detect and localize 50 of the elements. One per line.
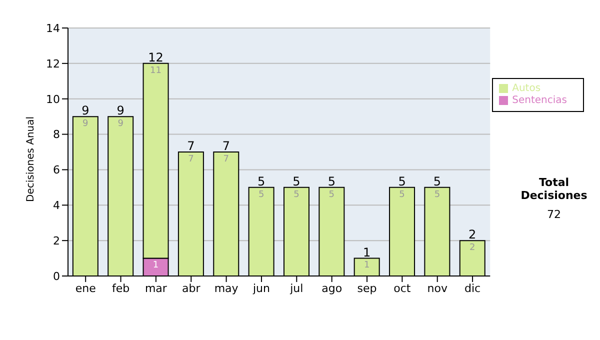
y-tick-label: 4 bbox=[53, 199, 60, 212]
total-label: 7 bbox=[222, 139, 230, 153]
total-label: 5 bbox=[433, 174, 442, 188]
data-label: 1 bbox=[364, 260, 370, 271]
x-tick-label: nov bbox=[427, 282, 448, 295]
x-tick-label: may bbox=[214, 282, 239, 295]
data-label: 7 bbox=[223, 154, 229, 164]
data-label: 7 bbox=[188, 154, 194, 164]
data-label: 9 bbox=[82, 118, 89, 129]
text: 72 bbox=[546, 208, 562, 221]
data-label: 5 bbox=[328, 190, 335, 200]
y-tick-label: 2 bbox=[53, 234, 60, 248]
data-label: 5 bbox=[258, 190, 264, 200]
y-tick-label: 0 bbox=[53, 270, 60, 283]
y-tick-label: 6 bbox=[53, 164, 60, 177]
data-label: 11 bbox=[150, 66, 162, 76]
total-label: 1 bbox=[363, 245, 371, 260]
total-label: 5 bbox=[398, 174, 406, 188]
x-tick-label: ago bbox=[322, 282, 342, 295]
y-tick-label: 10 bbox=[46, 92, 60, 106]
total-label: 2 bbox=[468, 228, 476, 242]
x-tick-label: abr bbox=[182, 282, 201, 295]
y-tick-label: 12 bbox=[46, 57, 60, 70]
data-label: 5 bbox=[294, 190, 300, 200]
data-label: 5 bbox=[434, 190, 440, 200]
x-tick-label: dic bbox=[464, 282, 481, 295]
total-label: 5 bbox=[257, 174, 266, 188]
x-tick-label: ene bbox=[75, 282, 96, 295]
total-label: 9 bbox=[116, 104, 124, 118]
data-label: 5 bbox=[399, 190, 405, 200]
y-axis-title: Decisiones Anual bbox=[26, 116, 37, 202]
total-label: 9 bbox=[82, 104, 90, 118]
data-label: 1 bbox=[152, 260, 159, 271]
x-tick-label: sep bbox=[357, 282, 377, 295]
text: Total Decisiones bbox=[520, 176, 588, 202]
total-label: 5 bbox=[328, 174, 336, 188]
y-tick-label: 8 bbox=[53, 128, 60, 142]
data-label: 9 bbox=[118, 118, 124, 129]
y-tick-label: 14 bbox=[46, 22, 60, 35]
x-tick-label: jul bbox=[289, 282, 304, 295]
total-label: 12 bbox=[148, 50, 164, 64]
total-label: 7 bbox=[187, 139, 195, 153]
x-tick-label: mar bbox=[144, 282, 168, 295]
total-label: 5 bbox=[292, 174, 300, 188]
legend-label: Sentencias bbox=[512, 95, 567, 106]
legend-label: Autos bbox=[512, 83, 541, 94]
x-tick-label: oct bbox=[394, 282, 412, 295]
x-tick-label: feb bbox=[112, 282, 130, 295]
x-tick-label: jun bbox=[252, 282, 270, 295]
data-label: 2 bbox=[470, 242, 476, 253]
